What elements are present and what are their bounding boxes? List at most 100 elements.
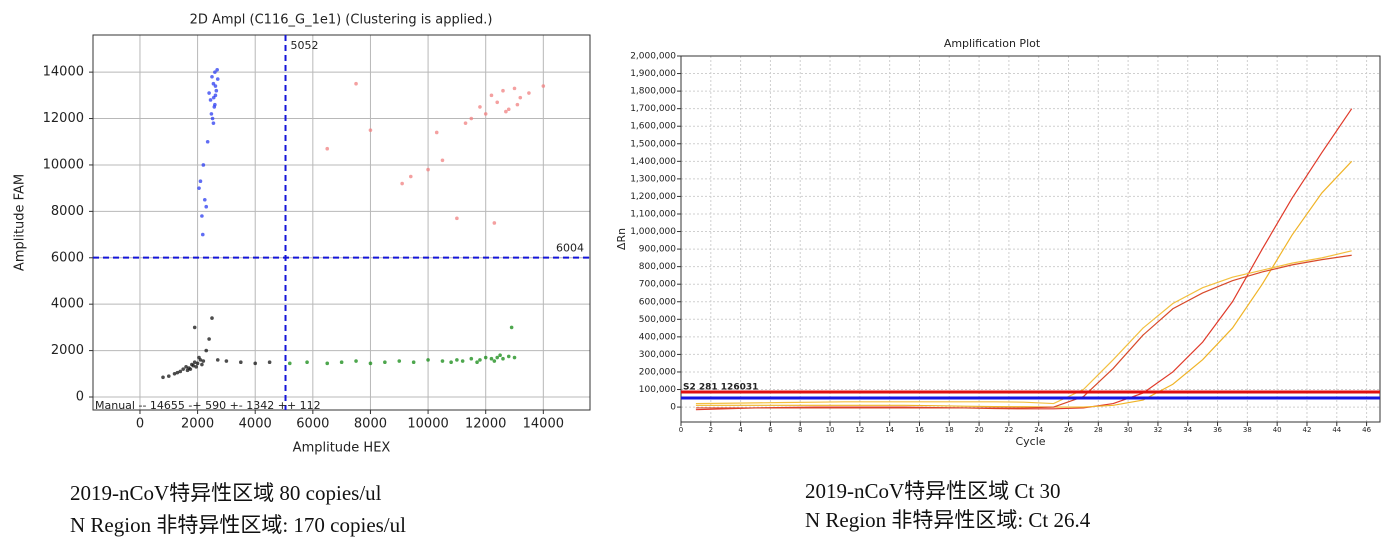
- y-tick-label: 900,000: [639, 245, 676, 255]
- point: [205, 139, 210, 144]
- point: [185, 368, 190, 373]
- y-tick-label: 1,900,000: [630, 69, 676, 79]
- point: [211, 81, 216, 86]
- x-tick-label: 12: [855, 426, 864, 434]
- y-tick-label: 1,600,000: [630, 122, 676, 132]
- threshold-label: 5052: [291, 39, 319, 52]
- point: [504, 109, 508, 114]
- x-tick-label: 18: [945, 426, 954, 434]
- point: [215, 77, 220, 81]
- line: [695, 108, 1353, 411]
- caption: N Region 非特异性区域: 170 copies/ul: [70, 513, 406, 537]
- y-tick-label: 14000: [43, 65, 84, 80]
- x-tick-label: 12000: [465, 417, 506, 432]
- x-tick-label: 26: [1064, 426, 1073, 434]
- point: [397, 359, 402, 363]
- point: [501, 88, 505, 93]
- point: [449, 360, 453, 364]
- point: [197, 355, 201, 360]
- point: [383, 360, 387, 364]
- point: [192, 325, 197, 330]
- point: [325, 146, 330, 151]
- point: [191, 363, 196, 368]
- point: [198, 179, 203, 183]
- y-tick-label: 2000: [51, 343, 84, 358]
- point: [211, 95, 216, 100]
- point: [175, 370, 180, 375]
- x-tick-label: 42: [1303, 426, 1312, 434]
- point: [489, 356, 494, 361]
- point: [483, 112, 488, 116]
- point: [201, 163, 206, 167]
- point: [512, 355, 517, 360]
- y-tick-label: 1,200,000: [630, 192, 676, 202]
- point: [354, 359, 358, 363]
- y-tick-label: 100,000: [639, 385, 676, 395]
- y-tick-label: 600,000: [639, 297, 676, 307]
- plot-frame: [680, 55, 1381, 423]
- point: [208, 98, 213, 102]
- y-tick-label: 200,000: [639, 367, 676, 377]
- point: [267, 360, 272, 364]
- x-tick-label: 4: [738, 426, 743, 434]
- point: [408, 174, 413, 179]
- point: [207, 337, 211, 341]
- point: [492, 359, 497, 363]
- point: [469, 356, 474, 361]
- chart-title: 2D Ampl (C116_G_1e1) (Clustering is appl…: [190, 13, 493, 28]
- y-tick-label: 6000: [51, 250, 84, 265]
- x-tick-label: 46: [1362, 426, 1371, 434]
- threshold-label: S2 281 126031: [683, 382, 758, 392]
- point: [194, 365, 198, 369]
- point: [213, 84, 218, 88]
- point: [506, 354, 511, 359]
- point: [475, 360, 479, 364]
- point: [426, 358, 430, 362]
- point: [368, 361, 373, 366]
- point: [455, 216, 459, 221]
- point: [210, 316, 214, 320]
- x-tick-label: 0: [679, 426, 683, 434]
- point: [197, 186, 201, 190]
- point: [201, 359, 206, 363]
- x-tick-label: 30: [1124, 426, 1133, 434]
- point: [213, 70, 217, 74]
- line: [695, 254, 1352, 409]
- point: [489, 93, 494, 98]
- point: [411, 360, 416, 364]
- y-axis-label: ΔRn: [615, 228, 628, 250]
- y-tick-label: 8000: [51, 204, 84, 219]
- y-tick-label: 4000: [51, 297, 84, 312]
- point: [204, 348, 209, 353]
- point: [202, 197, 207, 202]
- y-tick-label: 1,400,000: [630, 157, 676, 167]
- plot-frame: [92, 34, 591, 411]
- point: [166, 374, 171, 378]
- point: [498, 353, 502, 358]
- y-tick-label: 0: [76, 390, 84, 405]
- y-axis-label: Amplitude FAM: [13, 174, 28, 271]
- point: [434, 130, 439, 135]
- x-tick-label: 34: [1183, 426, 1192, 434]
- x-tick-label: 8000: [354, 417, 387, 432]
- x-tick-label: 2: [709, 426, 713, 434]
- y-tick-label: 2,000,000: [630, 52, 676, 62]
- y-tick-label: 0: [670, 403, 676, 413]
- y-tick-label: 10000: [43, 157, 84, 172]
- point: [215, 358, 220, 362]
- point: [495, 100, 500, 105]
- point: [426, 167, 430, 172]
- point: [492, 221, 497, 225]
- point: [469, 116, 474, 121]
- point: [440, 359, 445, 363]
- point: [213, 102, 217, 107]
- x-axis-label: Cycle: [1015, 435, 1045, 448]
- point: [368, 128, 373, 132]
- point: [440, 158, 445, 163]
- x-tick-label: 14000: [523, 417, 564, 432]
- point: [181, 367, 185, 371]
- caption: 2019-nCoV特异性区域 Ct 30: [805, 479, 1061, 503]
- point: [478, 358, 482, 362]
- point: [501, 356, 505, 361]
- x-tick-label: 0: [136, 417, 144, 432]
